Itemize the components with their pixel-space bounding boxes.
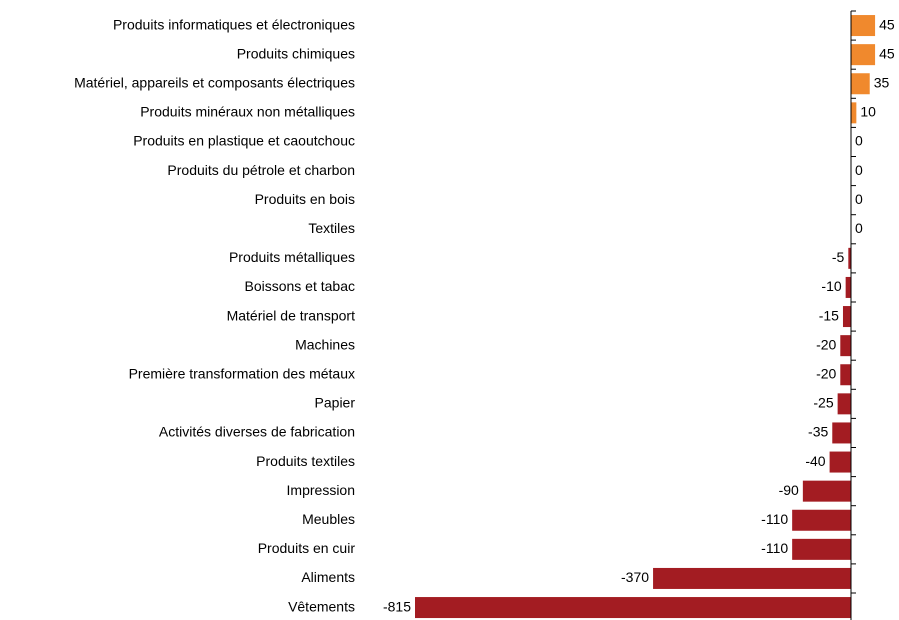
y-tick-label: Produits chimiques [237, 45, 355, 61]
y-tick-label: Matériel, appareils et composants électr… [74, 74, 355, 90]
y-tick-label: Textiles [308, 220, 355, 236]
value-label: 35 [874, 74, 890, 90]
value-label: 0 [855, 162, 863, 178]
value-label: 45 [879, 45, 895, 61]
bar [837, 393, 851, 415]
y-tick-label: Impression [287, 482, 355, 498]
bar [851, 73, 870, 95]
value-label: -370 [621, 569, 649, 585]
y-tick-label: Produits informatiques et électroniques [113, 16, 355, 32]
value-label: 0 [855, 133, 863, 149]
y-tick-label: Produits du pétrole et charbon [167, 162, 355, 178]
value-label: -10 [821, 278, 841, 294]
bar [832, 422, 851, 444]
value-label: -40 [805, 453, 825, 469]
bar [840, 335, 851, 357]
bar [792, 509, 851, 531]
y-tick-label: Meubles [302, 511, 355, 527]
y-tick-label: Produits métalliques [229, 249, 355, 265]
value-label: -110 [761, 511, 788, 527]
y-tick-label: Vêtements [288, 598, 355, 614]
value-label: -110 [761, 540, 788, 556]
value-label: 0 [855, 220, 863, 236]
y-tick-label: Produits en cuir [258, 540, 356, 556]
y-tick-label: Aliments [301, 569, 355, 585]
bar [845, 276, 851, 298]
value-label: 45 [879, 16, 895, 32]
y-tick-label: Activités diverses de fabrication [159, 424, 355, 440]
value-label: -35 [808, 424, 828, 440]
value-label: -5 [832, 249, 845, 265]
bar [851, 102, 857, 124]
bar [848, 247, 851, 269]
bar [792, 538, 851, 560]
value-label: 10 [860, 104, 876, 120]
y-tick-label: Matériel de transport [227, 307, 356, 323]
y-tick-label: Produits minéraux non métalliques [140, 104, 355, 120]
y-tick-label: Papier [315, 395, 356, 411]
bar [840, 364, 851, 386]
value-label: -20 [816, 336, 836, 352]
bar [415, 597, 851, 619]
bar [851, 44, 876, 66]
value-label: -90 [779, 482, 799, 498]
y-tick-label: Produits textiles [256, 453, 355, 469]
value-label: -20 [816, 365, 836, 381]
y-tick-label: Première transformation des métaux [129, 365, 355, 381]
y-tick-label: Produits en bois [255, 191, 355, 207]
value-label: -815 [383, 598, 411, 614]
bar [829, 451, 851, 473]
value-label: -15 [819, 307, 839, 323]
value-label: -25 [813, 395, 833, 411]
value-label: 0 [855, 191, 863, 207]
bar [842, 306, 851, 328]
bar [851, 15, 876, 37]
bar [653, 567, 851, 589]
y-tick-label: Machines [295, 336, 355, 352]
bar [802, 480, 851, 502]
y-tick-label: Produits en plastique et caoutchouc [133, 133, 355, 149]
y-tick-label: Boissons et tabac [244, 278, 355, 294]
